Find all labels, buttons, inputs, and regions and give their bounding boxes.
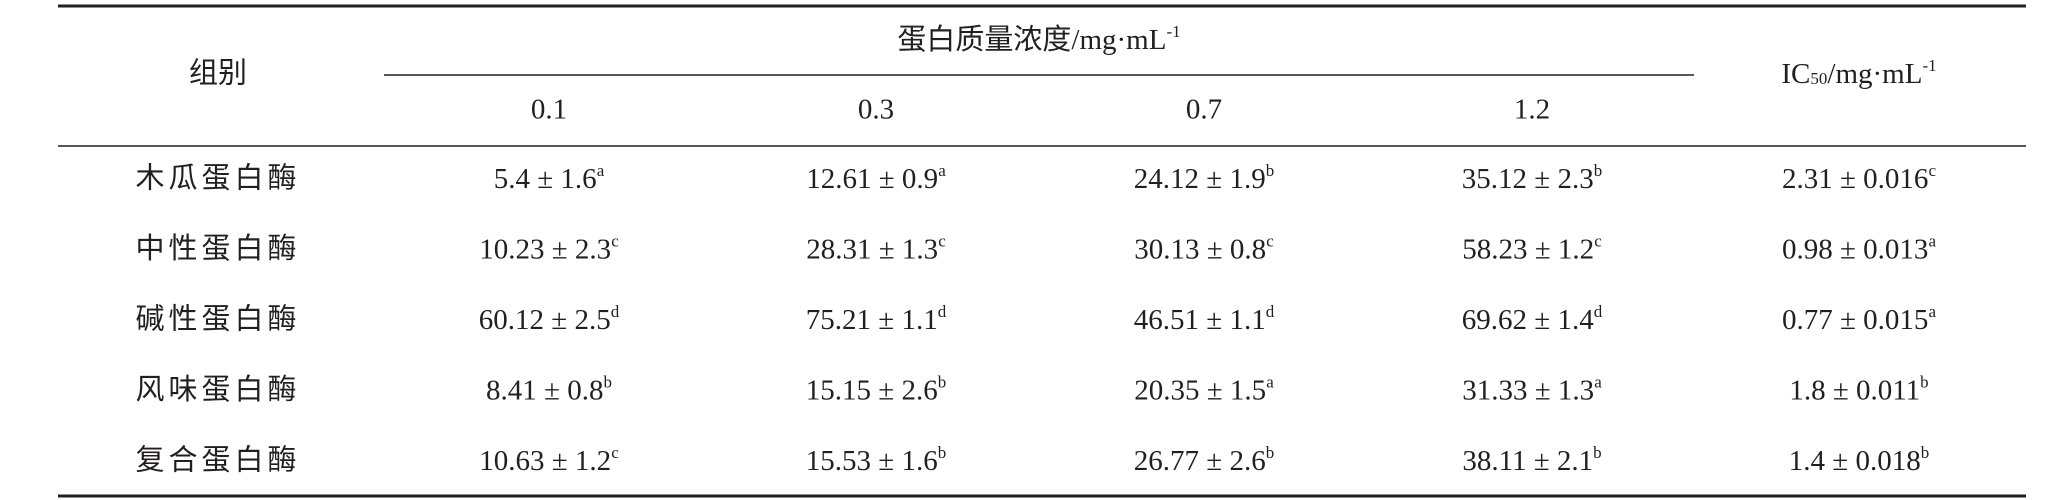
level-header: 0.3 (858, 94, 894, 126)
cell-value: 38.11 ± 2.1 (1462, 445, 1593, 477)
cell-value: 8.41 ± 0.8 (486, 374, 603, 406)
table-cell: 75.21 ± 1.1d (806, 302, 947, 336)
cell-value: 35.12 ± 2.3 (1462, 163, 1594, 195)
cell-value: 0.77 ± 0.015 (1782, 304, 1928, 336)
table-cell: 30.13 ± 0.8c (1134, 231, 1274, 265)
table-cell: 15.53 ± 1.6b (806, 443, 946, 477)
cell-superscript: c (1594, 231, 1602, 250)
table-cell: 10.63 ± 1.2c (479, 443, 619, 477)
cell-value: 60.12 ± 2.5 (479, 304, 611, 336)
table-cell: 1.8 ± 0.011b (1789, 372, 1928, 406)
cell-superscript: a (597, 161, 605, 180)
header-text: IC (1781, 58, 1810, 90)
cell-superscript: d (611, 302, 620, 321)
cell-value: 46.51 ± 1.1 (1134, 304, 1266, 336)
level-header: 0.1 (531, 94, 567, 126)
cell-superscript: c (611, 231, 619, 250)
table-cell: 35.12 ± 2.3b (1462, 161, 1602, 195)
table-cell: 2.31 ± 0.016c (1782, 161, 1936, 195)
cell-superscript: a (1594, 372, 1602, 391)
table-cell: 24.12 ± 1.9b (1134, 161, 1274, 195)
table-cell: 0.77 ± 0.015a (1782, 302, 1936, 336)
cell-value: 15.53 ± 1.6 (806, 445, 938, 477)
cell-value: 24.12 ± 1.9 (1134, 163, 1266, 195)
header-superscript: -1 (1922, 56, 1936, 75)
cell-superscript: d (1266, 302, 1275, 321)
concentration-header: 蛋白质量浓度/mg·mL-1 (897, 22, 1180, 56)
cell-superscript: c (938, 231, 946, 250)
cell-value: 26.77 ± 2.6 (1134, 445, 1266, 477)
row-name: 碱性蛋白酶 (135, 303, 300, 336)
cell-superscript: b (1266, 443, 1275, 462)
cell-value: 15.15 ± 2.6 (806, 374, 938, 406)
cell-superscript: b (938, 443, 947, 462)
cell-value: 75.21 ± 1.1 (806, 304, 938, 336)
cell-superscript: a (1928, 302, 1936, 321)
table-cell: 28.31 ± 1.3c (806, 231, 946, 265)
cell-superscript: d (1594, 302, 1603, 321)
cell-value: 5.4 ± 1.6 (494, 163, 597, 195)
row-name: 木瓜蛋白酶 (135, 162, 300, 195)
table-cell: 8.41 ± 0.8b (486, 372, 612, 406)
cell-value: 28.31 ± 1.3 (806, 233, 938, 265)
cell-superscript: b (1593, 443, 1602, 462)
cell-superscript: c (1266, 231, 1274, 250)
header-superscript: -1 (1166, 22, 1180, 41)
cell-value: 10.23 ± 2.3 (479, 233, 611, 265)
group-header: 组别 (189, 57, 247, 90)
row-name: 复合蛋白酶 (135, 444, 300, 477)
table-cell: 0.98 ± 0.013a (1782, 231, 1936, 265)
cell-superscript: b (1920, 372, 1929, 391)
table-cell: 26.77 ± 2.6b (1134, 443, 1274, 477)
header-subscript: 50 (1810, 69, 1827, 88)
cell-value: 31.33 ± 1.3 (1462, 374, 1594, 406)
cell-value: 58.23 ± 1.2 (1462, 233, 1594, 265)
cell-value: 12.61 ± 0.9 (806, 163, 938, 195)
table-cell: 15.15 ± 2.6b (806, 372, 946, 406)
table-cell: 5.4 ± 1.6a (494, 161, 605, 195)
cell-value: 20.35 ± 1.5 (1134, 374, 1266, 406)
cell-superscript: c (1928, 161, 1936, 180)
cell-superscript: b (938, 372, 947, 391)
cell-superscript: b (1266, 161, 1275, 180)
cell-superscript: b (1594, 161, 1603, 180)
table-cell: 12.61 ± 0.9a (806, 161, 946, 195)
row-name: 风味蛋白酶 (135, 373, 300, 406)
cell-superscript: a (1266, 372, 1274, 391)
level-header: 0.7 (1186, 94, 1222, 126)
table-cell: 69.62 ± 1.4d (1462, 302, 1603, 336)
table-cell: 46.51 ± 1.1d (1134, 302, 1275, 336)
cell-superscript: b (1921, 443, 1930, 462)
table-cell: 31.33 ± 1.3a (1462, 372, 1602, 406)
cell-value: 1.4 ± 0.018 (1789, 445, 1921, 477)
table-cell: 1.4 ± 0.018b (1789, 443, 1929, 477)
cell-value: 1.8 ± 0.011 (1789, 374, 1920, 406)
cell-value: 2.31 ± 0.016 (1782, 163, 1928, 195)
cell-value: 69.62 ± 1.4 (1462, 304, 1594, 336)
cell-superscript: b (603, 372, 612, 391)
row-name: 中性蛋白酶 (135, 232, 300, 265)
cell-value: 30.13 ± 0.8 (1134, 233, 1266, 265)
table-cell: 60.12 ± 2.5d (479, 302, 620, 336)
level-header: 1.2 (1514, 94, 1550, 126)
table-cell: 58.23 ± 1.2c (1462, 231, 1602, 265)
table-cell: 10.23 ± 2.3c (479, 231, 619, 265)
cell-superscript: c (611, 443, 619, 462)
cell-value: 0.98 ± 0.013 (1782, 233, 1928, 265)
table-cell: 38.11 ± 2.1b (1462, 443, 1601, 477)
header-text: /mg·mL (1827, 58, 1922, 90)
cell-superscript: a (1928, 231, 1936, 250)
table-cell: 20.35 ± 1.5a (1134, 372, 1274, 406)
ic50-header: IC50/mg·mL-1 (1781, 56, 1936, 90)
cell-superscript: a (938, 161, 946, 180)
cell-value: 10.63 ± 1.2 (479, 445, 611, 477)
header-text: 蛋白质量浓度/mg·mL (897, 23, 1166, 56)
cell-superscript: d (938, 302, 947, 321)
